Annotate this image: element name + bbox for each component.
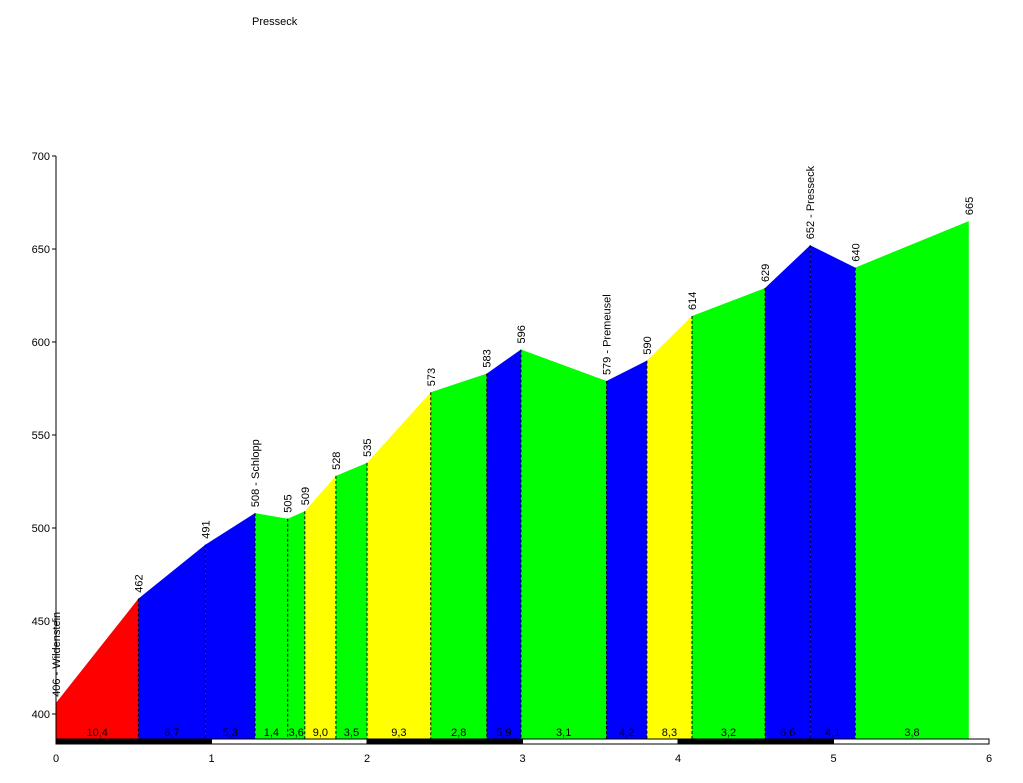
point-elevation-label: 505 (283, 494, 295, 512)
gradient-label: 3,8 (904, 727, 919, 739)
gradient-label: 1,4 (264, 727, 279, 739)
point-elevation-label: 590 (642, 336, 654, 354)
gradient-label: 10,4 (86, 727, 107, 739)
scale-bar-block (833, 738, 990, 745)
gradient-label: 6,7 (164, 727, 179, 739)
point-elevation-label: 579 - Premeusel (601, 294, 613, 375)
gradient-label: 3,2 (721, 727, 736, 739)
gradient-labels: 10,4 6,7 5,3 1,4 3,6 9,0 3,5 9,3 2,8 5,9 3,1 4,2 8,3… (86, 727, 919, 739)
x-tick-label: 4 (675, 753, 681, 765)
profile-segment (606, 360, 647, 742)
profile-segment (765, 245, 811, 742)
x-tick-label: 0 (53, 753, 59, 765)
profile-segment (335, 462, 367, 742)
point-elevation-label: 573 (426, 368, 438, 386)
gradient-label: 5,3 (223, 727, 238, 739)
point-elevation-label: 614 (687, 292, 699, 310)
point-elevation-label: 462 (133, 574, 145, 592)
profile-segment (138, 544, 206, 742)
scale-bar-block (211, 738, 368, 745)
y-tick-label: 400 (32, 709, 50, 721)
gradient-label: 9,3 (391, 727, 406, 739)
gradient-label: 4,2 (619, 727, 634, 739)
point-elevation-label: 509 (300, 487, 312, 505)
profile-segment (205, 513, 256, 742)
x-tick-label: 1 (208, 753, 214, 765)
gradient-label: 3,1 (556, 727, 571, 739)
y-tick-label: 450 (32, 616, 50, 628)
point-elevation-label: 665 (964, 197, 976, 215)
segment-dividers (137, 245, 856, 742)
profile-segment (430, 373, 487, 742)
scale-bar-block (522, 738, 679, 745)
point-elevation-label: 640 (850, 243, 862, 261)
profile-segment (304, 475, 336, 742)
gradient-label: 3,6 (289, 727, 304, 739)
scale-bar-block (677, 738, 834, 745)
profile-segments (56, 221, 969, 743)
profile-segment (520, 349, 607, 742)
gradient-label: 3,5 (344, 727, 359, 739)
x-axis-ticks: 0 1 2 3 4 5 6 (53, 753, 992, 765)
x-tick-label: 5 (830, 753, 836, 765)
x-tick-label: 3 (519, 753, 525, 765)
profile-segment (287, 511, 305, 742)
point-elevation-label: 406 - Wildenstein (51, 612, 63, 697)
profile-segment (810, 245, 856, 742)
chart-title: Presseck (252, 16, 298, 28)
point-elevation-label: 508 - Schlopp (250, 439, 262, 507)
gradient-label: 2,8 (451, 727, 466, 739)
point-elevation-label: 491 (200, 520, 212, 538)
x-tick-label: 6 (986, 753, 992, 765)
scale-bar-block (366, 738, 523, 745)
distance-scale-bar (55, 738, 990, 745)
y-tick-label: 550 (32, 430, 50, 442)
y-tick-label: 650 (32, 244, 50, 256)
profile-segment (646, 315, 692, 742)
profile-segment (255, 513, 288, 742)
gradient-label: 4,1 (825, 727, 840, 739)
point-labels: 406 - Wildenstein 462 491 508 - Schlopp 505 5… (51, 165, 976, 696)
y-tick-label: 600 (32, 337, 50, 349)
profile-segment (56, 598, 139, 742)
gradient-label: 9,0 (313, 727, 328, 739)
point-elevation-label: 583 (482, 349, 494, 367)
y-tick-label: 500 (32, 523, 50, 535)
gradient-label: 6,6 (780, 727, 795, 739)
point-elevation-label: 528 (331, 452, 343, 470)
profile-segment (367, 392, 431, 742)
point-elevation-label: 652 - Presseck (805, 165, 817, 239)
y-tick-label: 700 (32, 151, 50, 163)
point-elevation-label: 629 (760, 264, 772, 282)
profile-segment (691, 288, 766, 742)
scale-bar-block (55, 738, 212, 745)
gradient-label: 5,9 (496, 727, 511, 739)
gradient-label: 8,3 (662, 727, 677, 739)
y-axis-ticks: 400 450 500 550 600 650 700 (32, 151, 56, 721)
point-elevation-label: 535 (362, 439, 374, 457)
profile-segment (486, 349, 521, 742)
x-tick-label: 2 (364, 753, 370, 765)
point-elevation-label: 596 (516, 325, 528, 343)
profile-segment (855, 221, 969, 743)
